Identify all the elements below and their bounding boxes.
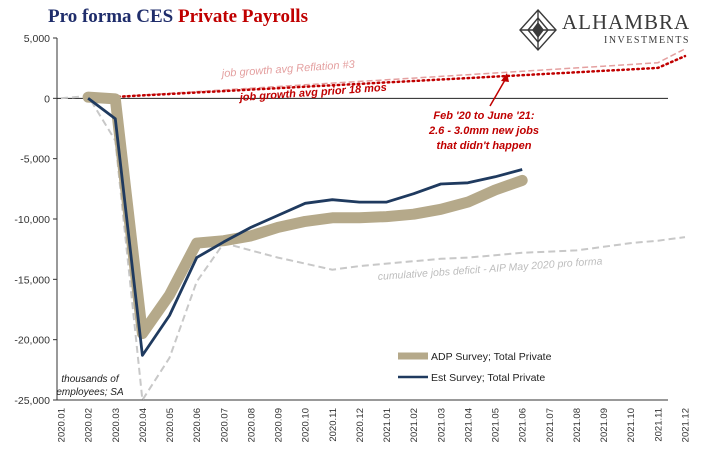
x-tick-label: 2020.07 [219, 408, 230, 442]
legend-est-label: Est Survey; Total Private [431, 372, 545, 384]
x-tick-label: 2020.09 [274, 408, 285, 442]
y-tick-label: -20,000 [14, 335, 50, 347]
annotation-feb-line1: Feb '20 to June '21: [433, 110, 535, 122]
annotation-units-line1: thousands of [61, 374, 119, 385]
x-tick-label: 2021.01 [382, 408, 393, 442]
annotation-arrow-line [489, 79, 506, 107]
y-tick-label: -15,000 [14, 274, 50, 286]
x-tick-label: 2021.03 [436, 408, 447, 442]
x-tick-label: 2020.12 [355, 408, 366, 442]
x-tick-label: 2021.11 [653, 408, 664, 442]
chart-title-part2: Private Payrolls [178, 6, 308, 27]
x-tick-label: 2020.10 [301, 408, 312, 442]
y-tick-label: -25,000 [14, 395, 50, 407]
logo-name: ALHAMBRA [562, 10, 691, 34]
x-tick-label: 2021.07 [545, 408, 556, 442]
logo-subtitle: INVESTMENTS [604, 35, 690, 46]
y-tick-label: 5,000 [24, 33, 50, 45]
series-adp-line [82, 91, 528, 340]
chart-title-part1: Pro forma CES [48, 6, 174, 27]
alhambra-logo: ALHAMBRA INVESTMENTS [518, 8, 703, 52]
chart-title: Pro forma CES Private Payrolls [48, 6, 308, 28]
x-tick-label: 2021.06 [518, 408, 529, 442]
annotation-reflation: job growth avg Reflation #3 [219, 59, 356, 80]
y-tick-label: -5,000 [20, 154, 50, 166]
x-tick-label: 2020.11 [328, 408, 339, 442]
x-tick-label: 2020.01 [57, 408, 68, 442]
annotation-feb-line2: 2.6 - 3.0mm new jobs [428, 125, 539, 137]
annotation-prior18: job growth avg prior 18 mos [237, 82, 387, 104]
x-tick-label: 2020.06 [192, 408, 203, 442]
x-tick-label: 2021.10 [626, 408, 637, 442]
series-est-line [87, 97, 523, 357]
series-deficit-line [60, 94, 686, 403]
x-tick-label: 2021.12 [680, 408, 691, 442]
series-prior18-line [86, 54, 687, 100]
x-tick-label: 2021.02 [409, 408, 420, 442]
x-tick-label: 2020.03 [111, 408, 122, 442]
x-tick-label: 2021.08 [572, 408, 583, 442]
x-tick-label: 2020.08 [246, 408, 257, 442]
x-tick-label: 2020.02 [84, 408, 95, 442]
y-tick-label: -10,000 [14, 214, 50, 226]
x-tick-label: 2021.05 [491, 408, 502, 442]
y-tick-label: 0 [44, 93, 50, 105]
alhambra-emblem-icon [519, 8, 557, 52]
legend-adp-label: ADP Survey; Total Private [431, 351, 552, 363]
annotation-deficit: cumulative jobs deficit - AIP May 2020 p… [377, 255, 603, 283]
annotation-units-line2: employees; SA [56, 387, 124, 398]
x-tick-label: 2020.05 [165, 408, 176, 442]
annotation-feb-line3: that didn't happen [437, 140, 532, 152]
annotation-arrowhead-icon [501, 73, 509, 82]
x-tick-label: 2021.09 [599, 408, 610, 442]
x-tick-label: 2020.04 [138, 408, 149, 442]
x-tick-label: 2021.04 [463, 408, 474, 442]
